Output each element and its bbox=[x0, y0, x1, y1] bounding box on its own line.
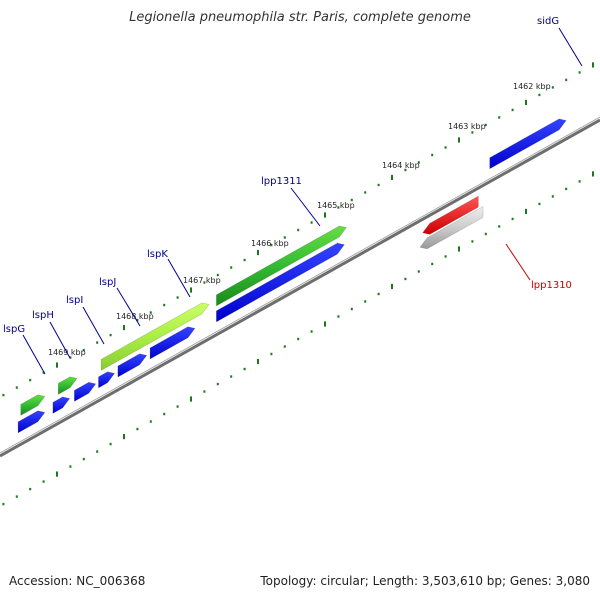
genome-backbone bbox=[0, 116, 600, 458]
forward-gene-2[interactable] bbox=[100, 302, 210, 371]
cds-feature-4[interactable] bbox=[117, 353, 148, 378]
leader-lspH bbox=[49, 321, 71, 359]
gene-label-lspG[interactable]: lspG bbox=[3, 324, 25, 335]
leader-lpp1311 bbox=[290, 187, 321, 227]
gene-features bbox=[17, 118, 567, 434]
cds-feature-1[interactable] bbox=[52, 396, 71, 414]
kbp-label: 1468 kbp bbox=[116, 312, 154, 321]
gene-label-lpp1311[interactable]: lpp1311 bbox=[261, 176, 302, 187]
leader-sidG bbox=[558, 27, 583, 67]
gene-label-lpp1310[interactable]: lpp1310 bbox=[531, 280, 572, 291]
cds-feature-7[interactable] bbox=[489, 118, 567, 170]
cds-feature-2[interactable] bbox=[74, 381, 97, 402]
kbp-label: 1467 kbp bbox=[183, 276, 221, 285]
gene-label-lspK[interactable]: lspK bbox=[147, 249, 168, 260]
forward-gene-1[interactable] bbox=[57, 376, 78, 395]
kbp-label: 1466 kbp bbox=[251, 239, 289, 248]
gene-label-sidG[interactable]: sidG bbox=[537, 16, 559, 27]
accession-text: Accession: NC_006368 bbox=[9, 574, 146, 588]
genome-summary-text: Topology: circular; Length: 3,503,610 bp… bbox=[260, 574, 590, 588]
leader-lspJ bbox=[116, 287, 141, 327]
cds-feature-5[interactable] bbox=[149, 326, 196, 360]
gene-labels: sidG lpp1311 lspK lspJ lspI lspH lspG lp… bbox=[3, 16, 572, 335]
kbp-label: 1463 kbp bbox=[448, 122, 486, 131]
cds-feature-0[interactable] bbox=[17, 410, 46, 434]
gene-label-lspJ[interactable]: lspJ bbox=[99, 277, 116, 288]
cds-feature-6[interactable] bbox=[216, 242, 345, 323]
forward-gene-0[interactable] bbox=[20, 394, 46, 416]
kbp-label: 1462 kbp bbox=[513, 82, 551, 91]
label-leaders bbox=[22, 27, 583, 375]
gene-label-lspI[interactable]: lspI bbox=[66, 295, 83, 306]
gene-label-lspH[interactable]: lspH bbox=[32, 310, 54, 321]
kbp-label: 1464 kbp bbox=[382, 161, 420, 170]
leader-lpp1310 bbox=[505, 243, 531, 281]
leader-lspK bbox=[167, 258, 191, 298]
forward-gene-3[interactable] bbox=[216, 225, 347, 307]
leader-lspI bbox=[82, 306, 105, 345]
reverse-gene-lpp1310[interactable] bbox=[422, 195, 479, 235]
kbp-label: 1465 kbp bbox=[317, 201, 355, 210]
reverse-gene-grey[interactable] bbox=[419, 205, 484, 250]
leader-lspG bbox=[22, 334, 46, 375]
cds-feature-3[interactable] bbox=[98, 371, 116, 389]
map-title: Legionella pneumophila str. Paris, compl… bbox=[129, 10, 471, 25]
